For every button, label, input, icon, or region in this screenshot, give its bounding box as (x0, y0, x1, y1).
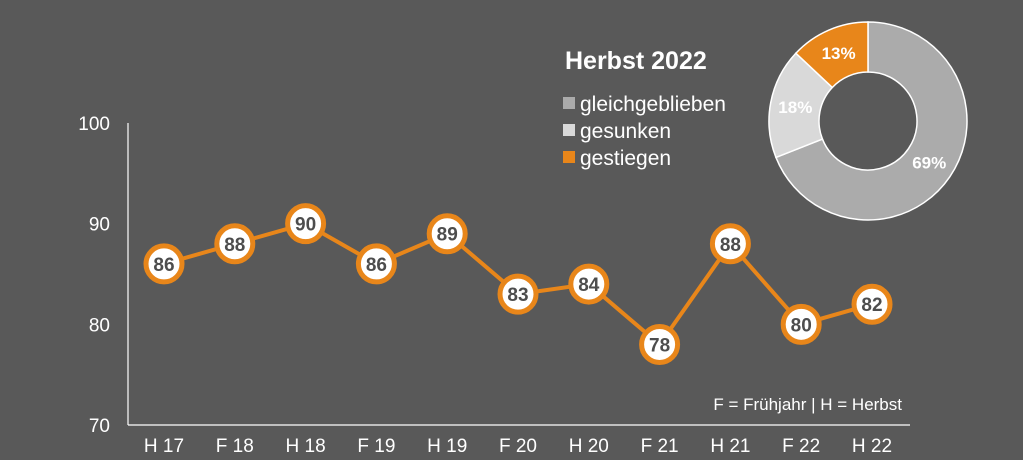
data-marker (355, 243, 397, 285)
legend-item: gleichgeblieben (563, 93, 726, 116)
data-point: 90 (285, 203, 327, 245)
data-point: 84 (568, 263, 610, 305)
data-marker (780, 303, 822, 345)
x-tick-label: H 20 (569, 436, 609, 457)
data-point: 80 (780, 303, 822, 345)
data-point: 86 (355, 243, 397, 285)
data-label: 88 (720, 235, 741, 256)
data-label: 86 (366, 255, 387, 276)
data-label: 78 (649, 335, 670, 356)
legend-swatch (563, 124, 575, 136)
legend-item: gestiegen (563, 147, 671, 170)
data-marker (639, 323, 681, 365)
data-label: 84 (578, 275, 600, 296)
slice-label: 18% (778, 98, 812, 117)
data-label: 89 (437, 225, 458, 246)
slice-label: 69% (912, 154, 946, 173)
y-tick-label: 80 (89, 315, 110, 336)
slice-label: 13% (822, 44, 856, 63)
donut-chart: Herbst 2022 gleichgeblieben gesunken gesti… (563, 21, 968, 221)
data-markers: 86 88 90 86 89 83 84 78 88 80 82 (143, 203, 893, 365)
donut-title: Herbst 2022 (565, 47, 707, 75)
x-tick-label: F 21 (641, 436, 679, 457)
data-marker (143, 243, 185, 285)
legend-item: gesunken (563, 120, 671, 143)
donut-slices (768, 21, 968, 221)
data-point: 88 (214, 223, 256, 265)
data-point: 82 (851, 283, 893, 325)
data-marker (497, 273, 539, 315)
data-marker (214, 223, 256, 265)
x-tick-label: H 22 (852, 436, 892, 457)
x-tick-label: F 19 (357, 436, 395, 457)
y-tick-label: 90 (89, 215, 110, 236)
data-marker (426, 213, 468, 255)
legend-label: gesunken (580, 120, 671, 143)
legend-swatch (563, 151, 575, 163)
x-tick-label: H 18 (286, 436, 326, 457)
data-label: 88 (224, 235, 245, 256)
x-tick-label: F 18 (216, 436, 254, 457)
x-tick-label: H 19 (427, 436, 467, 457)
data-point: 89 (426, 213, 468, 255)
x-tick-label: F 20 (499, 436, 537, 457)
data-label: 80 (791, 315, 812, 336)
data-point: 83 (497, 273, 539, 315)
data-marker (568, 263, 610, 305)
x-tick-label: F 22 (782, 436, 820, 457)
x-tick-label: H 17 (144, 436, 184, 457)
data-label: 90 (295, 215, 316, 236)
data-marker (851, 283, 893, 325)
legend-swatch (563, 97, 575, 109)
data-marker (285, 203, 327, 245)
donut-slice-labels: 69% 18% 13% (778, 44, 946, 173)
donut-slice (774, 21, 968, 221)
abbreviation-note: F = Frühjahr | H = Herbst (713, 395, 902, 414)
data-point: 88 (709, 223, 751, 265)
data-label: 86 (153, 255, 174, 276)
donut-legend: gleichgeblieben gesunken gestiegen (563, 93, 726, 170)
y-tick-labels: 70 80 90 100 (78, 114, 110, 437)
data-label: 83 (507, 285, 528, 306)
y-tick-label: 70 (89, 416, 110, 437)
x-tick-label: H 21 (710, 436, 750, 457)
x-tick-labels: H 17 F 18 H 18 F 19 H 19 F 20 H 20 F 21 H 21 F 22… (144, 436, 892, 457)
data-marker (709, 223, 751, 265)
y-tick-label: 100 (78, 114, 110, 135)
donut-slice (794, 21, 869, 89)
data-point: 86 (143, 243, 185, 285)
data-label: 82 (861, 295, 882, 316)
legend-label: gestiegen (580, 147, 671, 170)
data-point: 78 (639, 323, 681, 365)
legend-label: gleichgeblieben (580, 93, 726, 116)
line-chart: 70 80 90 100 H 17 F 18 H 18 F 19 H 19 F 20 H 20 F … (78, 114, 910, 457)
